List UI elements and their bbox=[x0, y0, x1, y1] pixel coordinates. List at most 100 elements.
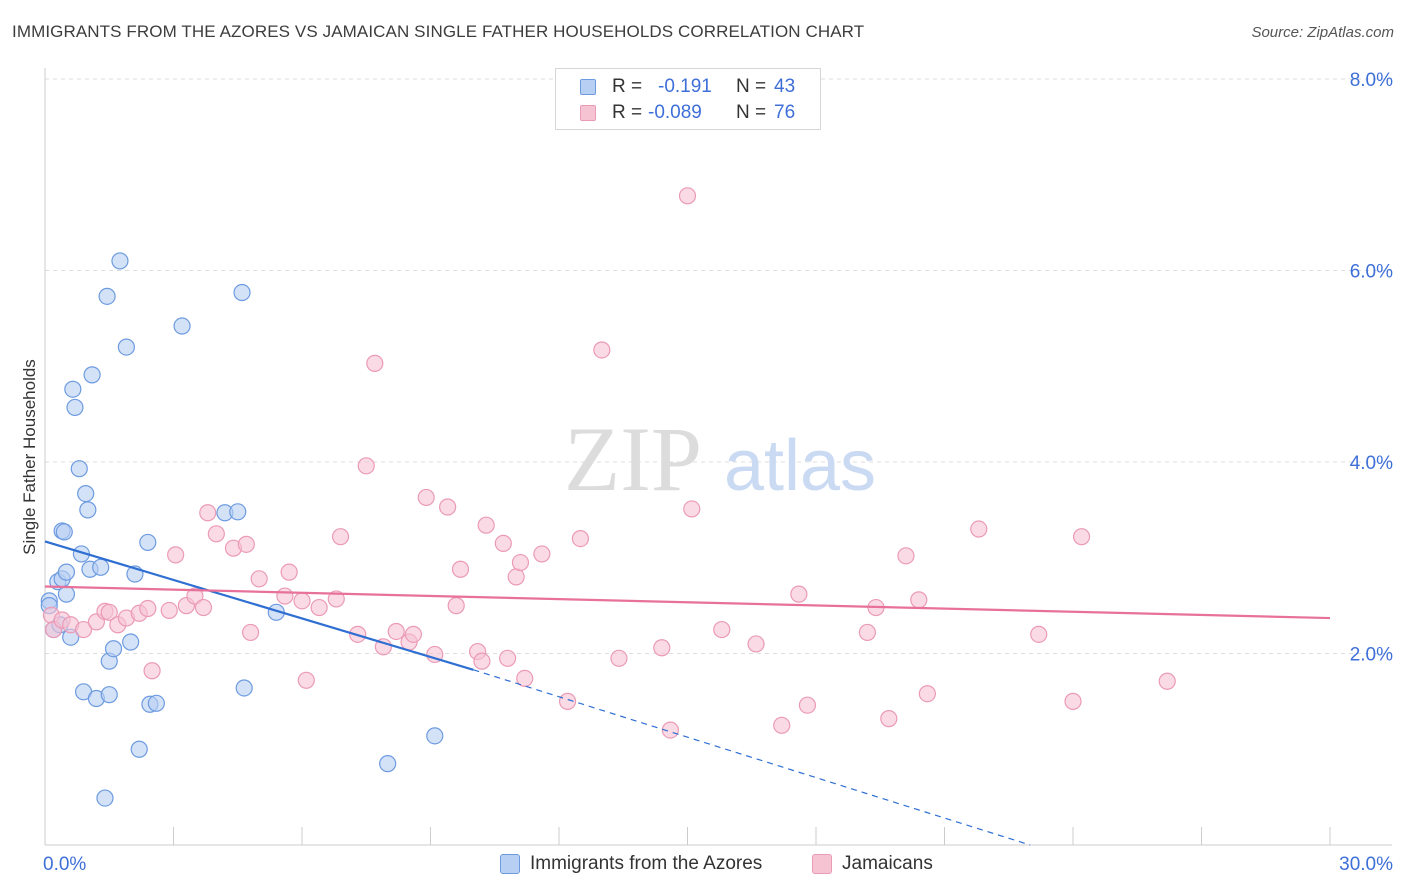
data-point-pink bbox=[1158, 672, 1176, 690]
data-point-blue bbox=[122, 633, 140, 651]
data-point-pink bbox=[357, 457, 375, 475]
data-point-pink bbox=[610, 649, 628, 667]
data-point-blue bbox=[96, 789, 114, 807]
grid-lines bbox=[45, 78, 1392, 654]
data-point-pink bbox=[310, 598, 328, 617]
data-point-pink bbox=[297, 671, 315, 689]
data-point-pink bbox=[143, 662, 161, 680]
data-point-pink bbox=[387, 622, 405, 641]
legend-r-label: R = bbox=[612, 102, 643, 123]
data-point-pink bbox=[683, 500, 701, 518]
data-point-blue bbox=[233, 283, 251, 302]
data-point-pink bbox=[374, 638, 392, 656]
data-point-pink bbox=[516, 669, 534, 687]
data-point-pink bbox=[507, 568, 525, 586]
data-point-pink bbox=[139, 599, 157, 618]
data-point-blue bbox=[117, 338, 135, 356]
data-point-pink bbox=[477, 516, 495, 534]
legend-n-value: 43 bbox=[774, 76, 796, 97]
data-point-pink bbox=[366, 354, 384, 372]
data-point-pink bbox=[798, 696, 817, 714]
x-tick-label-min: 0.0% bbox=[43, 854, 86, 875]
data-point-blue bbox=[92, 558, 110, 576]
series-swatch-blue bbox=[500, 854, 520, 874]
data-point-pink bbox=[1072, 528, 1091, 546]
data-point-blue bbox=[57, 585, 76, 603]
data-point-pink bbox=[678, 187, 697, 205]
data-point-pink bbox=[880, 710, 898, 728]
data-point-pink bbox=[237, 535, 255, 553]
data-point-pink bbox=[186, 587, 204, 605]
data-point-pink bbox=[918, 685, 936, 703]
data-point-pink bbox=[242, 623, 260, 642]
y-axis-title: Single Father Households bbox=[20, 359, 39, 555]
data-point-blue bbox=[100, 686, 118, 704]
data-point-blue bbox=[57, 563, 76, 581]
y-tick-label: 6.0% bbox=[1350, 262, 1393, 283]
data-point-pink bbox=[100, 603, 118, 621]
legend-swatch-blue bbox=[580, 79, 596, 95]
legend-swatch-pink bbox=[580, 105, 596, 121]
data-point-pink bbox=[417, 488, 435, 507]
source-label: Source: ZipAtlas.com bbox=[1251, 24, 1394, 41]
data-point-pink bbox=[858, 623, 877, 642]
data-point-pink bbox=[653, 639, 671, 657]
data-point-pink bbox=[331, 528, 350, 546]
data-point-pink bbox=[250, 570, 268, 588]
watermark-zip: ZIP bbox=[564, 408, 702, 510]
series-name-jamaicans: Jamaicans bbox=[842, 853, 933, 874]
data-point-pink bbox=[593, 341, 611, 359]
data-point-blue bbox=[55, 523, 73, 541]
legend-row-jamaicans: R = -0.089 N = 76 bbox=[556, 100, 820, 126]
watermark-atlas: atlas bbox=[724, 426, 876, 506]
data-point-blue bbox=[64, 380, 82, 398]
data-point-pink bbox=[897, 547, 915, 565]
data-point-pink bbox=[1064, 692, 1082, 710]
series-swatch-pink bbox=[812, 854, 832, 874]
trend-lines bbox=[44, 540, 1331, 846]
axes bbox=[44, 68, 1392, 846]
data-point-blue bbox=[130, 740, 148, 758]
data-point-blue bbox=[70, 460, 88, 478]
data-point-pink bbox=[970, 520, 988, 538]
y-tick-label: 2.0% bbox=[1350, 645, 1393, 666]
data-point-pink bbox=[661, 721, 679, 739]
data-point-blue bbox=[379, 755, 397, 773]
data-point-pink bbox=[910, 591, 928, 609]
data-point-pink bbox=[280, 563, 298, 581]
data-point-pink bbox=[404, 625, 422, 643]
data-point-pink bbox=[533, 545, 551, 563]
data-point-pink bbox=[293, 592, 311, 610]
legend-row-azores: R = -0.191 N = 43 bbox=[556, 74, 820, 100]
data-point-pink bbox=[473, 652, 491, 670]
legend-n-label: N = bbox=[736, 76, 767, 97]
data-point-pink bbox=[773, 716, 791, 734]
data-point-pink bbox=[571, 529, 590, 548]
legend-n-label: N = bbox=[736, 102, 767, 123]
y-tick-label: 4.0% bbox=[1350, 453, 1393, 474]
axis-labels: 2.0% 4.0% 6.0% 8.0% 0.0% 30.0% Single Father H… bbox=[20, 70, 1393, 875]
series-legend: Immigrants from the Azores Jamaicans bbox=[0, 852, 1406, 878]
legend-r-value: -0.089 bbox=[648, 102, 702, 123]
correlation-legend: R = -0.191 N = 43 R = -0.089 N = 76 bbox=[555, 68, 821, 130]
data-point-blue bbox=[139, 533, 157, 552]
trend-line-azores-extension bbox=[473, 669, 1031, 846]
trend-line-azores bbox=[44, 540, 474, 671]
data-point-blue bbox=[426, 727, 444, 745]
data-point-blue bbox=[147, 694, 165, 712]
data-points bbox=[40, 187, 1176, 807]
data-point-pink bbox=[451, 560, 470, 578]
data-point-blue bbox=[173, 317, 191, 335]
data-point-blue bbox=[104, 640, 123, 658]
data-point-blue bbox=[98, 287, 116, 305]
data-point-blue bbox=[235, 679, 253, 697]
data-point-pink bbox=[439, 498, 457, 516]
data-point-blue bbox=[111, 252, 129, 270]
data-point-pink bbox=[74, 620, 93, 639]
data-point-blue bbox=[79, 501, 97, 519]
chart-title: IMMIGRANTS FROM THE AZORES VS JAMAICAN S… bbox=[12, 22, 865, 41]
data-point-pink bbox=[747, 635, 765, 653]
data-point-blue bbox=[77, 484, 95, 503]
data-point-blue bbox=[229, 503, 247, 521]
